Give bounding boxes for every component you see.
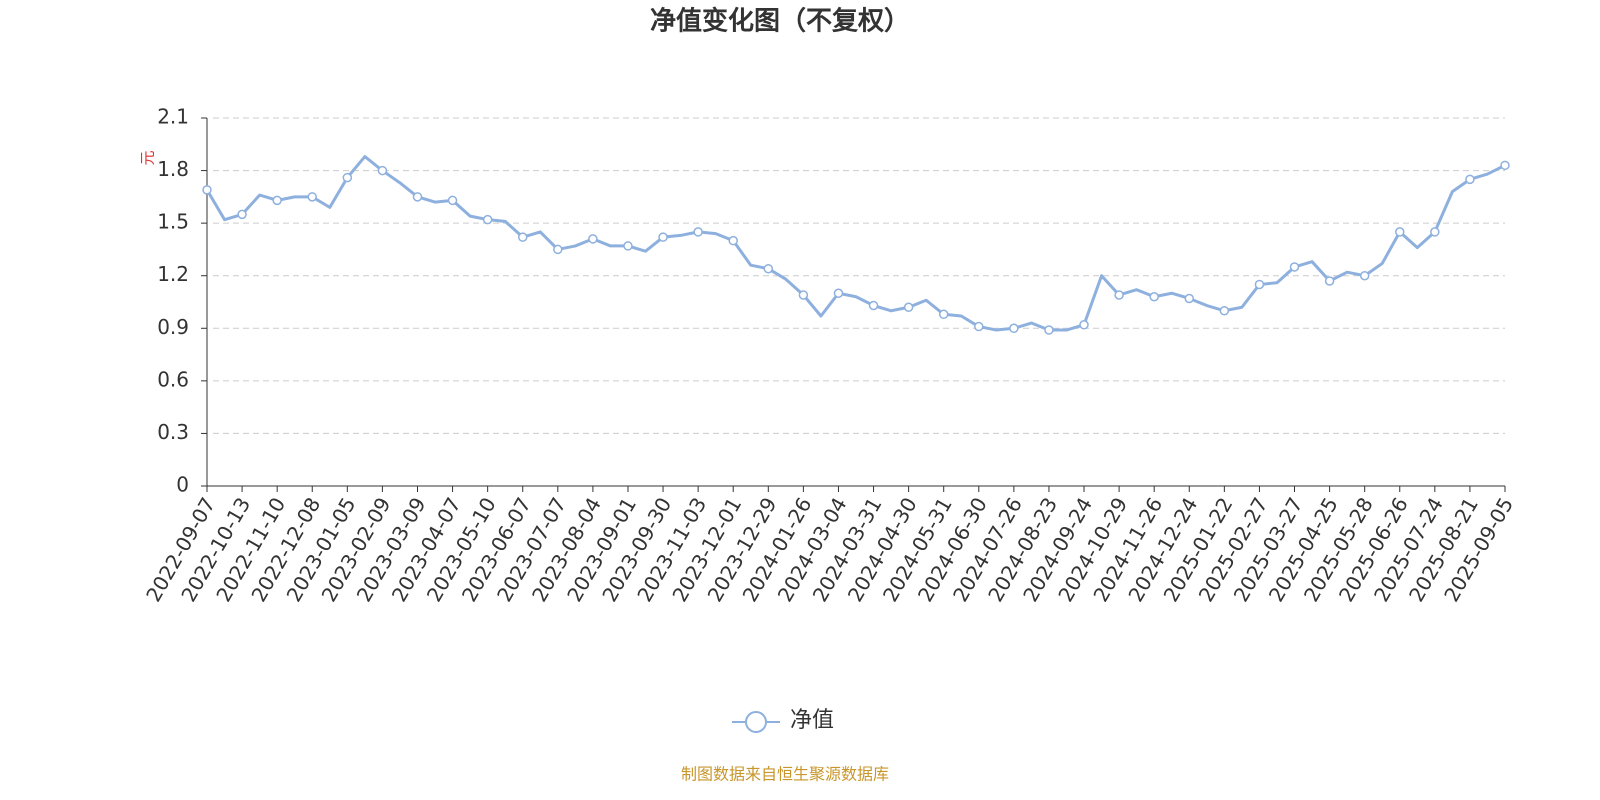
point <box>798 290 809 300</box>
y-tick-label: 0 <box>176 473 189 497</box>
point <box>412 192 423 202</box>
point <box>938 309 949 320</box>
point <box>1149 291 1159 302</box>
point <box>693 227 703 237</box>
point <box>1114 290 1124 300</box>
line <box>205 155 1506 332</box>
point <box>377 165 388 176</box>
y-tick-label: 1.2 <box>157 262 189 286</box>
point <box>272 195 282 206</box>
point <box>903 302 914 313</box>
point <box>1044 325 1054 335</box>
point <box>342 172 353 183</box>
y-tick-label: 0.3 <box>157 420 189 444</box>
chart-title: 净值变化图（不复权） <box>650 6 910 37</box>
y-tick-label: 0.6 <box>157 367 189 391</box>
y-tick-label: 1.8 <box>157 157 189 181</box>
legend-label: 净值 <box>790 708 834 733</box>
point <box>307 192 317 202</box>
legend-marker <box>745 711 767 733</box>
point <box>833 288 844 298</box>
source-note: 制图数据来自恒生聚源数据库 <box>681 765 889 784</box>
point <box>202 185 212 195</box>
point <box>237 209 247 220</box>
point <box>974 321 984 332</box>
point <box>553 244 563 255</box>
point <box>1219 306 1230 316</box>
point <box>623 241 633 251</box>
point <box>447 195 458 206</box>
point <box>1359 270 1370 281</box>
point <box>1395 227 1405 237</box>
point <box>1289 262 1300 272</box>
point <box>482 214 493 225</box>
point <box>1500 160 1510 171</box>
point <box>728 235 738 246</box>
point <box>1430 227 1440 237</box>
point <box>1079 320 1089 330</box>
point <box>588 234 598 244</box>
point <box>1465 174 1475 185</box>
y-tick-label: 1.5 <box>157 210 189 234</box>
point <box>868 300 879 311</box>
point <box>517 232 528 242</box>
point <box>763 263 774 274</box>
y-tick-label: 2.1 <box>157 105 189 129</box>
point <box>1324 276 1335 286</box>
point <box>1009 323 1019 334</box>
point <box>1254 279 1265 290</box>
point <box>1184 293 1195 304</box>
point <box>658 232 668 242</box>
y-tick-label: 0.9 <box>157 315 189 339</box>
y-unit: 元 <box>139 150 157 165</box>
